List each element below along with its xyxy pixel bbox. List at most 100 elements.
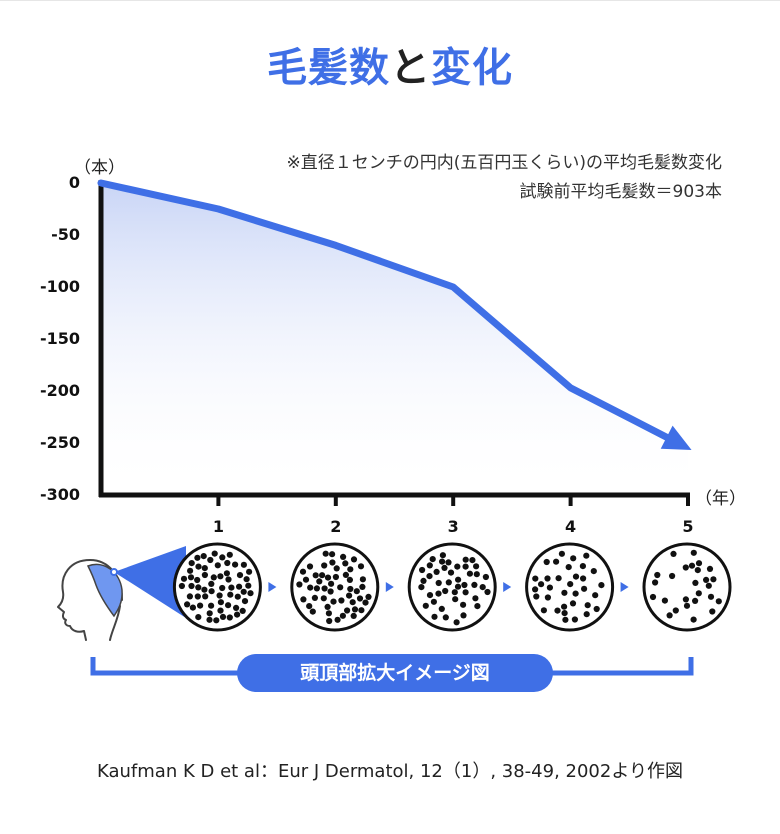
- hair-dot: [695, 560, 703, 567]
- zoom-origin-dot: [110, 568, 118, 576]
- hair-dot: [445, 559, 452, 566]
- hair-dot: [226, 614, 233, 621]
- hair-dot: [692, 597, 699, 605]
- hair-dot: [299, 568, 307, 575]
- hair-dot: [195, 614, 202, 621]
- series-points: [100, 182, 689, 449]
- hair-dot: [695, 590, 702, 597]
- hair-dot: [670, 550, 677, 558]
- hair-dot: [462, 556, 469, 563]
- hair-dot: [346, 576, 353, 584]
- hair-dot: [532, 575, 539, 582]
- hair-dot: [219, 554, 226, 561]
- hair-dot: [329, 551, 336, 558]
- hair-dot: [228, 584, 235, 591]
- hair-dot: [319, 572, 326, 579]
- hair-dot: [217, 607, 224, 614]
- hair-dot: [460, 612, 467, 619]
- hair-dot: [321, 562, 328, 569]
- page-title: 毛髪数と変化: [0, 48, 780, 88]
- hair-dot: [690, 549, 697, 556]
- hair-dot: [455, 576, 462, 583]
- hair-dot: [184, 601, 191, 608]
- hair-dot: [435, 590, 442, 597]
- hair-dot: [439, 558, 446, 565]
- hair-dot: [187, 574, 195, 581]
- hair-dot: [688, 562, 696, 569]
- hair-dot: [208, 588, 215, 595]
- hair-dot: [326, 617, 333, 625]
- hair-dot: [570, 555, 577, 562]
- hair-dot: [359, 576, 366, 583]
- hair-dot: [327, 588, 334, 595]
- hair-dot: [454, 563, 461, 570]
- hair-dot: [233, 604, 240, 612]
- hair-dot: [194, 554, 201, 561]
- hair-dot: [462, 563, 469, 570]
- hair-dot: [422, 602, 429, 609]
- hair-dot: [322, 550, 329, 557]
- hair-dot: [347, 585, 354, 593]
- hair-dot: [306, 603, 313, 610]
- hair-dot: [469, 557, 476, 564]
- hair-dot: [306, 563, 314, 570]
- progression-arrow-icon: [385, 582, 394, 592]
- hair-dot: [706, 565, 714, 573]
- hair-dot: [692, 579, 699, 587]
- hair-dot: [580, 575, 587, 582]
- hair-dot: [694, 567, 701, 574]
- hair-dot: [307, 584, 314, 591]
- hair-dot: [324, 574, 332, 581]
- hair-dot: [328, 580, 335, 587]
- hair-dot: [544, 594, 552, 601]
- scalp-closeup-circle: [642, 542, 732, 632]
- hair-dot: [709, 608, 716, 615]
- hair-dot: [350, 556, 358, 563]
- hair-dot: [353, 588, 360, 595]
- hair-dot: [351, 606, 359, 613]
- hair-dot: [243, 576, 250, 583]
- hair-dot: [188, 560, 195, 567]
- hair-dot: [426, 562, 433, 569]
- x-tick-label: 5: [682, 517, 694, 536]
- hair-dot: [571, 616, 579, 623]
- hair-dot: [214, 562, 221, 569]
- hair-dot: [234, 611, 241, 618]
- hair-dot: [338, 597, 345, 604]
- scalp-closeup-label: 頭頂部拡大イメージ図: [237, 654, 553, 692]
- hair-dot: [223, 570, 230, 577]
- hair-dot: [333, 565, 340, 572]
- hair-dot: [532, 586, 539, 593]
- hair-dot: [224, 559, 231, 567]
- y-tick-label: -300: [39, 485, 80, 504]
- hair-dot: [216, 592, 223, 599]
- hair-dot: [555, 575, 562, 582]
- hair-dot: [474, 603, 481, 610]
- hair-dot: [208, 580, 215, 588]
- hair-dot: [442, 587, 449, 595]
- title-part-change: 変化: [431, 45, 513, 91]
- progression-arrow-icon: [620, 582, 629, 592]
- hair-dot: [186, 593, 193, 600]
- hair-dot: [473, 563, 480, 570]
- hair-dot: [471, 581, 478, 589]
- hair-dot: [240, 588, 247, 595]
- hair-dot: [430, 598, 437, 605]
- hair-dot: [473, 571, 480, 578]
- hair-dot: [316, 578, 323, 585]
- hair-dot: [453, 619, 460, 626]
- hair-dot: [309, 608, 316, 615]
- scalp-closeup-circle: [172, 542, 262, 632]
- hair-dot: [365, 593, 372, 601]
- hair-dot: [201, 565, 208, 572]
- hair-dot: [313, 585, 320, 592]
- hair-dot: [300, 596, 307, 603]
- hair-dot: [312, 572, 319, 579]
- hair-dot: [540, 607, 548, 614]
- hair-dot: [654, 571, 661, 579]
- hair-dot: [350, 612, 357, 620]
- hair-dot: [234, 593, 241, 600]
- progression-arrow-icon: [268, 582, 277, 592]
- hair-dot: [669, 572, 676, 580]
- hair-dot: [598, 582, 605, 589]
